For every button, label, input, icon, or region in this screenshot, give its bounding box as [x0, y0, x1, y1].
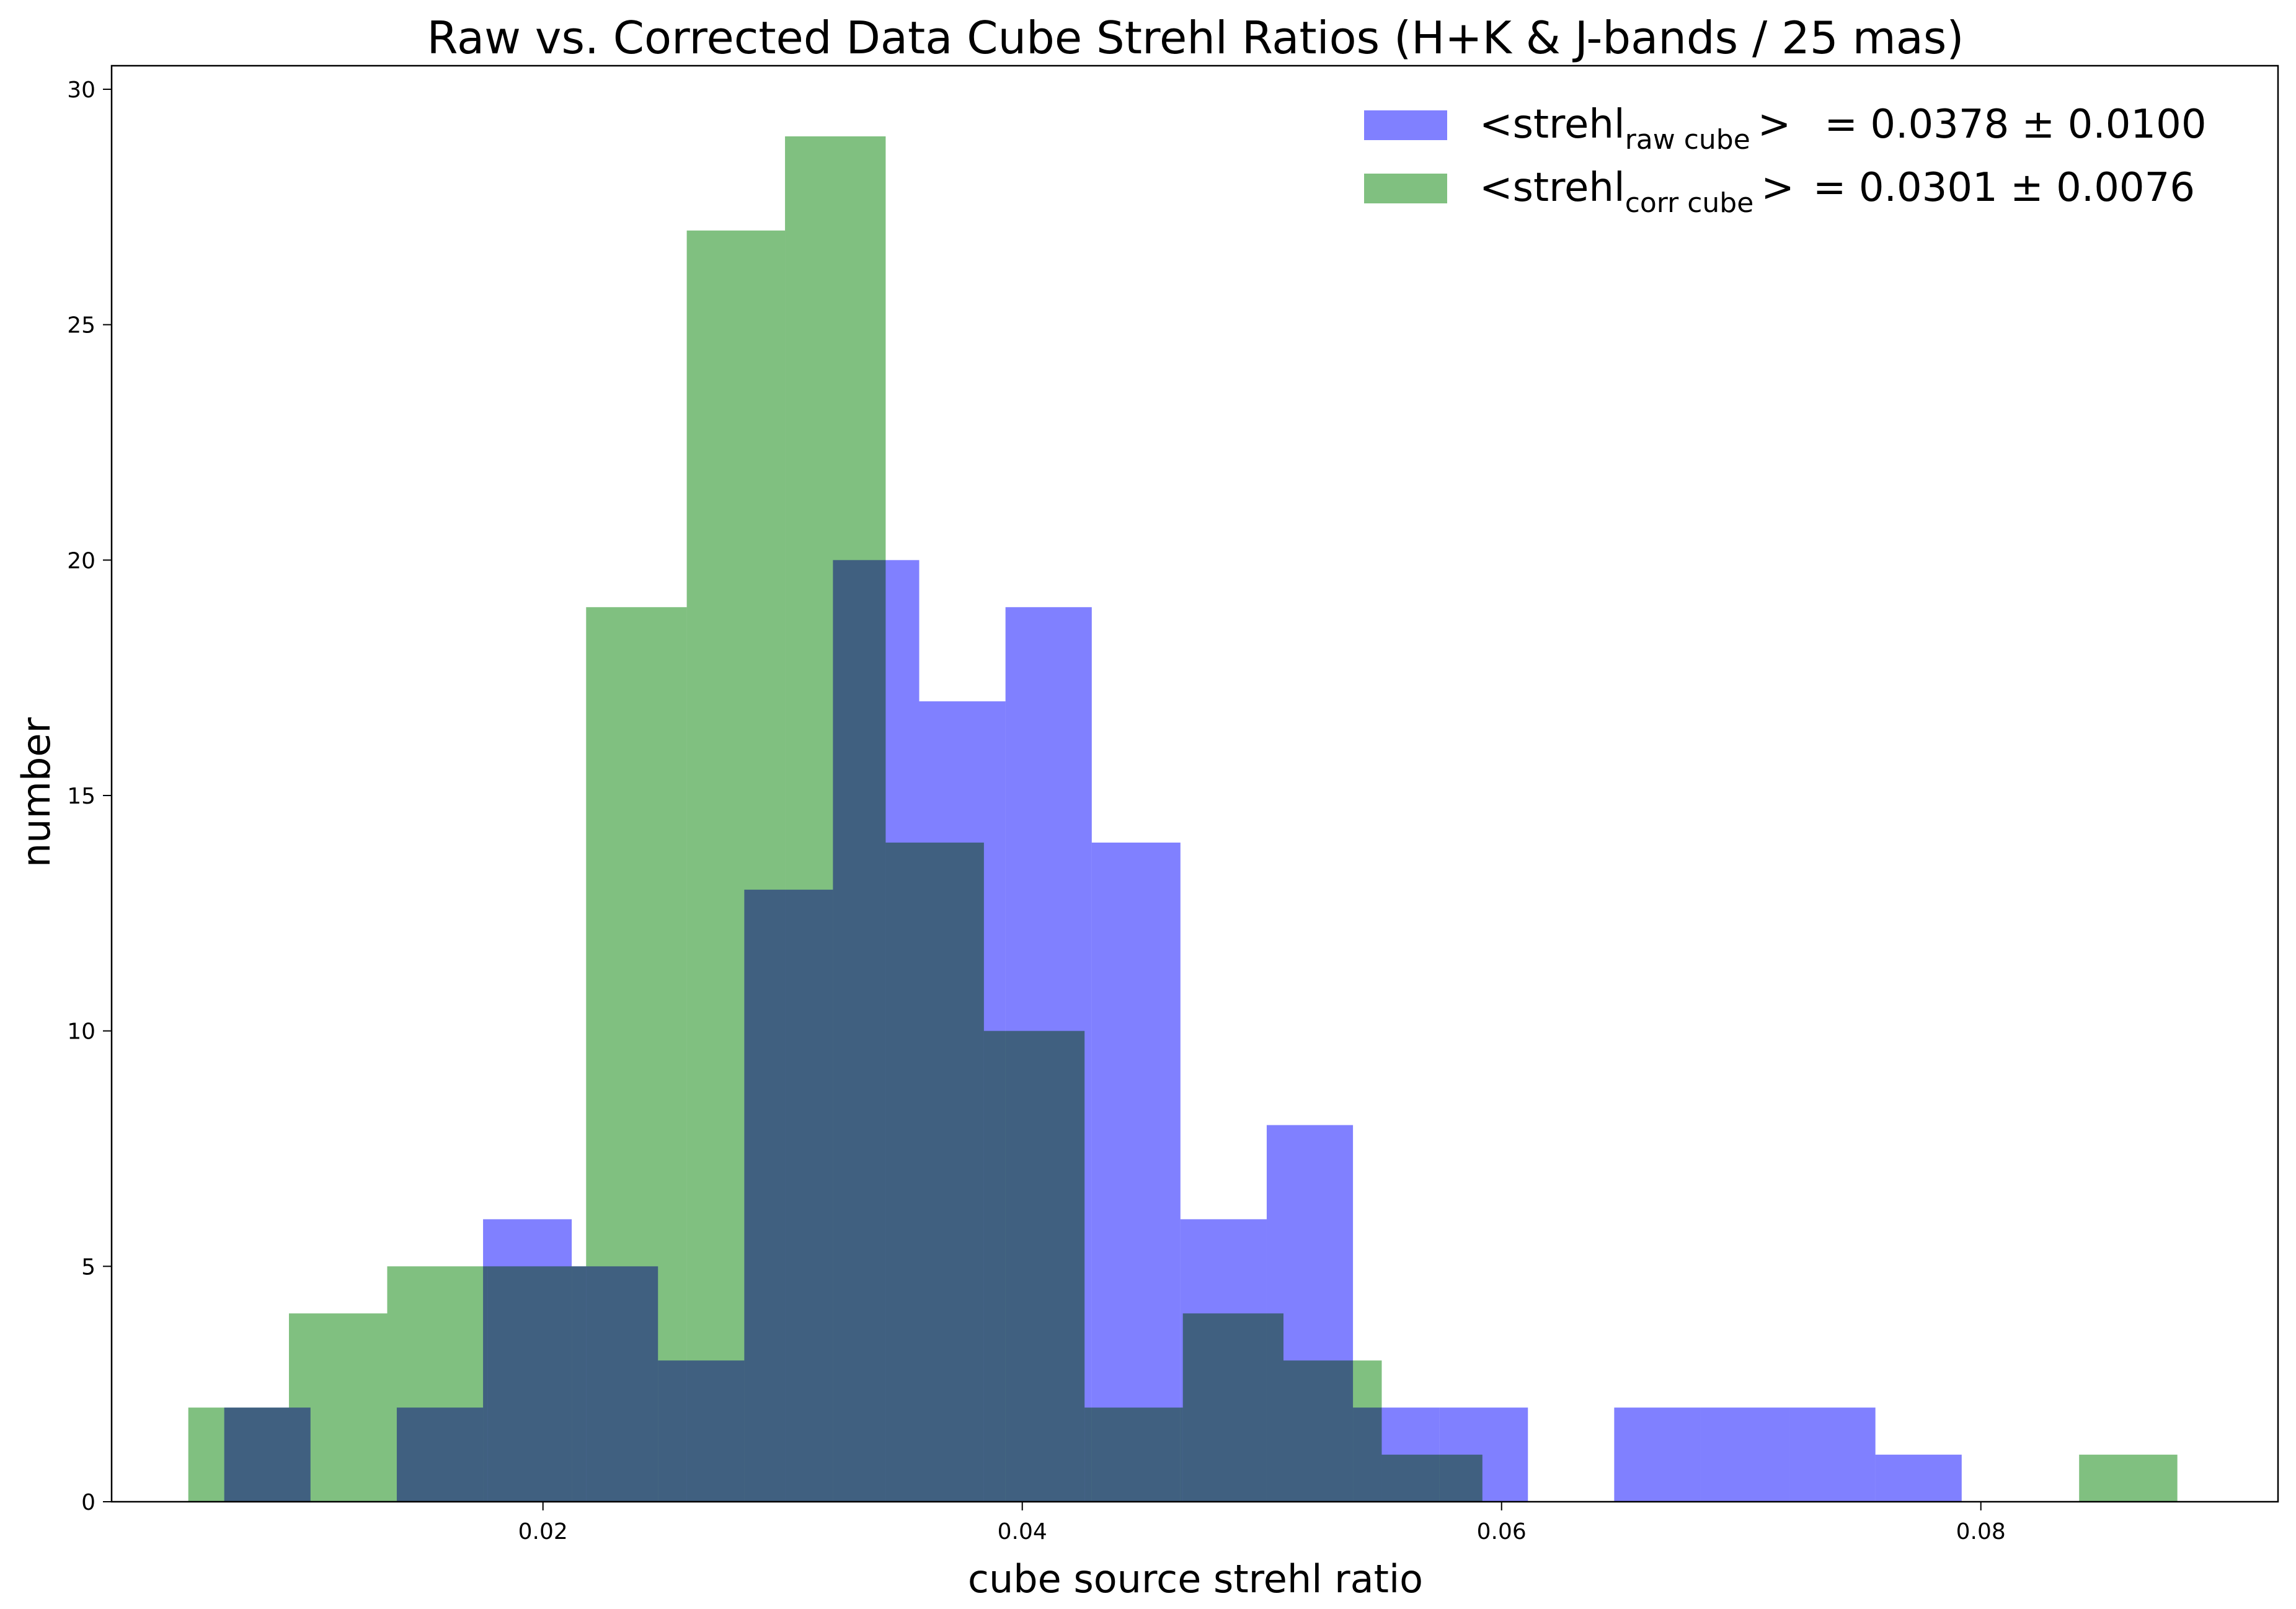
y-tick-label-2: 10 [67, 1019, 95, 1045]
bar-corr-8 [983, 1031, 1085, 1502]
bar-corr-10 [1182, 1313, 1284, 1502]
bar-corr-12 [1381, 1455, 1483, 1502]
bar-corr-2 [387, 1266, 488, 1502]
bar-corr-0 [188, 1407, 290, 1502]
bar-corr-9 [1084, 1407, 1183, 1502]
x-tick-label-0: 0.02 [518, 1519, 568, 1545]
bar-raw-10 [1091, 842, 1181, 1502]
bar-corr-5 [686, 230, 786, 1502]
bar-raw-16 [1614, 1407, 1701, 1502]
bar-corr-6 [785, 136, 886, 1502]
bar-corr-3 [487, 1266, 587, 1502]
bar-corr-1 [289, 1313, 388, 1502]
x-tick-label-1: 0.04 [998, 1519, 1047, 1545]
y-tick-label-4: 20 [67, 548, 95, 574]
legend-swatch-corr [1364, 174, 1447, 203]
bar-corr-7 [885, 842, 984, 1502]
x-axis-label: cube source strehl ratio [968, 1556, 1423, 1602]
bar-corr-19 [2079, 1455, 2178, 1502]
y-tick-label-6: 30 [67, 78, 95, 103]
y-tick-label-0: 0 [81, 1490, 95, 1515]
bar-corr-4 [586, 607, 687, 1502]
y-tick-label-1: 5 [81, 1254, 95, 1280]
x-tick-label-3: 0.08 [1956, 1519, 2006, 1545]
bar-raw-18 [1789, 1407, 1876, 1502]
legend-swatch-raw [1364, 110, 1447, 140]
legend-label-raw: <strehlraw cube > = 0.0378 ± 0.0100 [1479, 102, 2207, 156]
bar-raw-19 [1875, 1455, 1962, 1502]
x-tick-label-2: 0.06 [1477, 1519, 1527, 1545]
y-tick-label-5: 25 [67, 313, 95, 339]
bar-corr-11 [1283, 1360, 1382, 1502]
y-axis-label: number [14, 717, 59, 867]
legend-label-corr: <strehlcorr cube > = 0.0301 ± 0.0076 [1479, 165, 2195, 219]
plot-area: 0.02 0.04 0.06 0.08 0 5 10 15 20 25 30 <strehlraw c… [67, 64, 2279, 1545]
chart-title: Raw vs. Corrected Data Cube Strehl Ratio… [427, 12, 1964, 64]
axes-frame [110, 64, 2279, 1503]
bar-raw-17 [1700, 1407, 1789, 1502]
y-tick-label-3: 15 [67, 784, 95, 809]
